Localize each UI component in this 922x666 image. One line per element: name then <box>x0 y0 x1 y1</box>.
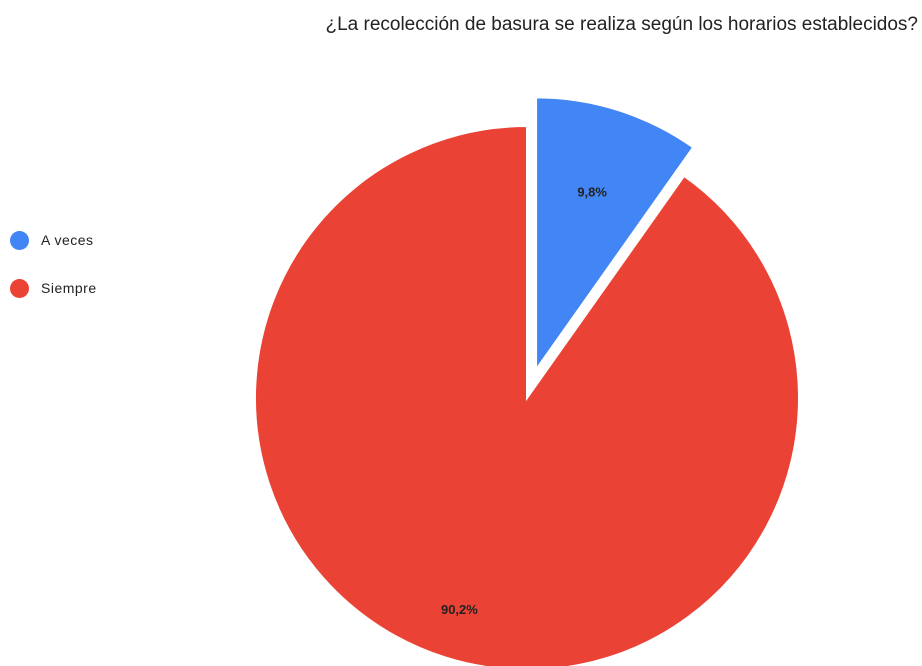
pie-slice-siempre[interactable] <box>254 124 800 666</box>
legend-label: A veces <box>41 232 94 248</box>
chart-title: ¿La recolección de basura se realiza seg… <box>325 14 918 35</box>
legend: A veces Siempre <box>10 228 97 324</box>
slice-data-label: 90,2% <box>441 602 478 617</box>
legend-item-siempre[interactable]: Siempre <box>10 276 97 300</box>
legend-swatch-icon <box>10 278 29 298</box>
slice-data-label: 9,8% <box>577 185 607 200</box>
legend-label: Siempre <box>41 280 97 296</box>
legend-swatch-icon <box>10 230 29 250</box>
pie-slice-a-veces[interactable] <box>535 96 695 373</box>
legend-item-a-veces[interactable]: A veces <box>10 228 97 252</box>
